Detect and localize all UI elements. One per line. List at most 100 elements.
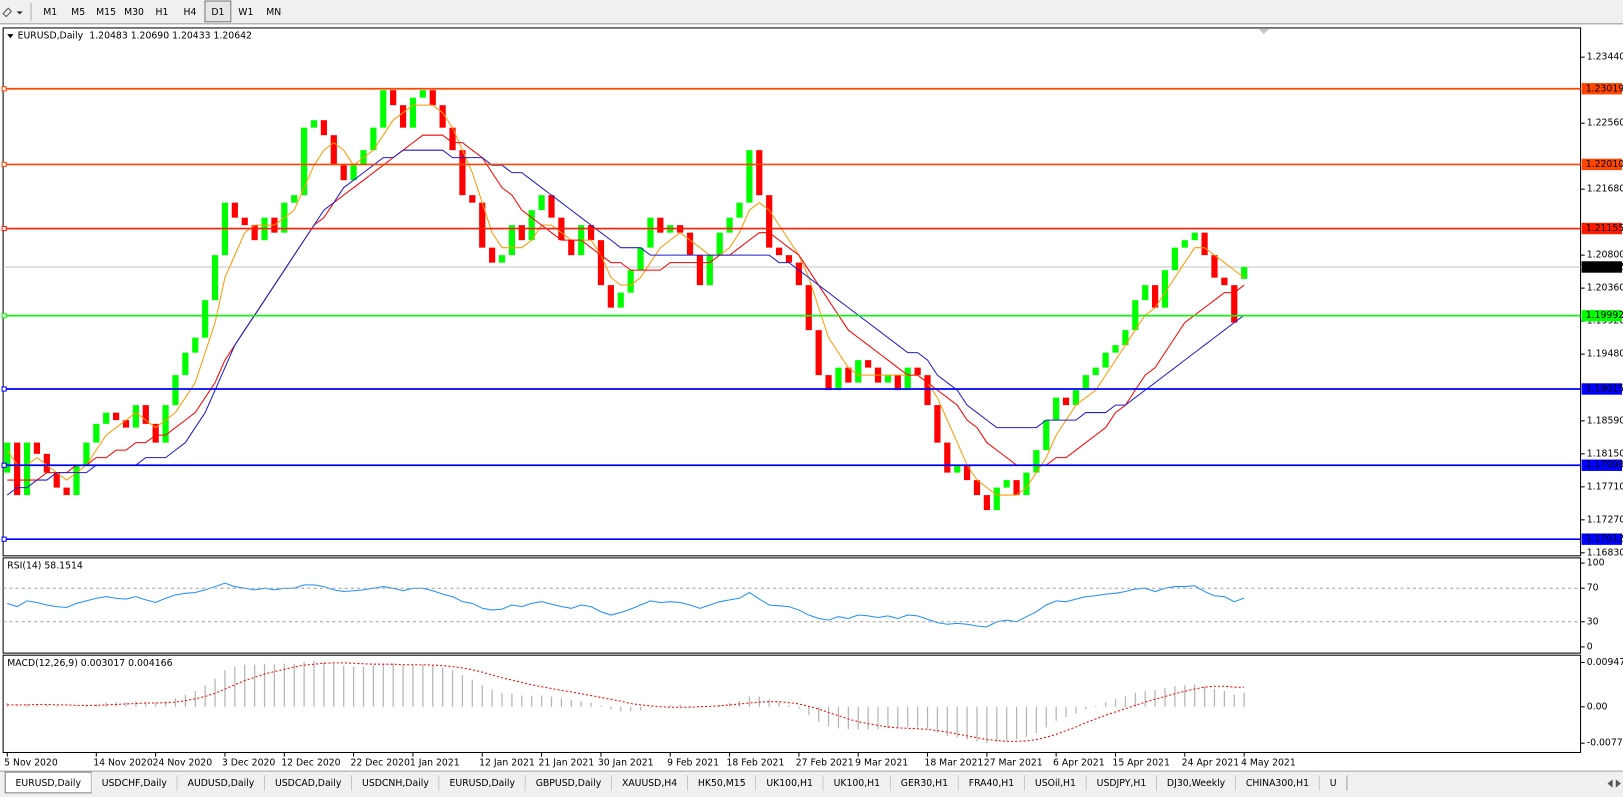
- level-label: 1.21155: [1586, 223, 1623, 234]
- x-tick-label: 22 Dec 2020: [350, 757, 409, 768]
- tab-scroll-left[interactable]: [1607, 779, 1613, 788]
- tool-icon[interactable]: [2, 7, 13, 18]
- y-tick-label: 1.18590: [1587, 415, 1623, 426]
- tab-label[interactable]: GER30,H1: [901, 778, 948, 789]
- tab[interactable]: [1235, 772, 1320, 793]
- candle-body: [320, 120, 328, 136]
- tab[interactable]: [351, 772, 440, 793]
- last-price-label: 1.20642: [1586, 261, 1623, 272]
- candle-body: [409, 97, 417, 128]
- timeframe-button[interactable]: M30: [124, 7, 144, 18]
- tab-label[interactable]: GBPUSD,Daily: [536, 778, 602, 789]
- tab[interactable]: [177, 772, 265, 793]
- candle-body: [855, 360, 862, 383]
- candle-body: [1072, 390, 1080, 406]
- x-tick-label: 14 Nov 2020: [93, 757, 153, 768]
- tab-label[interactable]: AUDUSD,Daily: [188, 778, 255, 789]
- tab[interactable]: [439, 772, 526, 793]
- candle-body: [696, 255, 704, 286]
- tab[interactable]: [687, 772, 757, 793]
- level-label: 1.17998: [1586, 460, 1623, 471]
- tab-label[interactable]: XAUUSD,H4: [622, 778, 677, 789]
- tab[interactable]: [958, 772, 1025, 793]
- candle-body: [528, 210, 535, 241]
- tab[interactable]: [1319, 772, 1347, 793]
- level-anchor: [1, 225, 7, 232]
- candle-body: [14, 442, 21, 496]
- candle-body: [1013, 480, 1020, 496]
- tab-label[interactable]: USOil,H1: [1035, 778, 1076, 789]
- candle-body: [865, 360, 872, 368]
- y-tick-label: 1.17710: [1587, 481, 1623, 492]
- tab-scroll-right[interactable]: [1615, 779, 1621, 788]
- title-arrow: [7, 34, 14, 39]
- tab[interactable]: [1086, 772, 1157, 793]
- candle-body: [33, 442, 41, 454]
- candle-body: [617, 292, 624, 308]
- candle-body: [241, 217, 248, 226]
- candle-body: [419, 90, 426, 98]
- tab[interactable]: [91, 772, 178, 793]
- y-tick-label: 1.23440: [1587, 52, 1623, 63]
- tab[interactable]: [525, 772, 612, 793]
- timeframe-button[interactable]: D1: [211, 7, 224, 18]
- candle-body: [43, 453, 50, 473]
- tab[interactable]: [756, 772, 824, 793]
- level-anchor: [1, 313, 7, 319]
- candle-body: [1023, 472, 1030, 496]
- candle-body: [518, 225, 525, 241]
- candle-body: [706, 255, 713, 286]
- level-label: 1.17012: [1586, 534, 1623, 545]
- tab-label[interactable]: USDCNH,Daily: [362, 778, 429, 789]
- candle-body: [370, 127, 377, 151]
- x-tick-label: 4 May 2021: [1241, 757, 1296, 768]
- candle-body: [63, 487, 70, 496]
- tab[interactable]: [1024, 772, 1087, 793]
- candle-body: [934, 405, 941, 443]
- level-anchor: [1, 161, 7, 168]
- timeframe-button[interactable]: MN: [266, 7, 281, 18]
- tab-label[interactable]: HK50,M15: [698, 778, 746, 789]
- tab-label[interactable]: USDCAD,Daily: [275, 778, 342, 789]
- tab-label[interactable]: EURUSD,Daily: [450, 778, 516, 789]
- tab[interactable]: [611, 772, 688, 793]
- y-tick-label: -0.007778: [1587, 738, 1623, 749]
- candle-body: [716, 232, 723, 256]
- candle-body: [449, 127, 456, 151]
- tool-dropdown[interactable]: [16, 11, 23, 15]
- timeframe-button[interactable]: M15: [96, 7, 116, 18]
- y-tick-label: 1.20800: [1587, 250, 1623, 261]
- candle-body: [983, 495, 990, 511]
- timeframe-button[interactable]: M5: [71, 7, 85, 18]
- x-tick-label: 1 Jan 2021: [410, 757, 460, 768]
- candle-body: [211, 255, 219, 301]
- indicator-title: MACD(12,26,9) 0.003017 0.004166: [7, 658, 172, 669]
- tab-label[interactable]: CHINA300,H1: [1246, 778, 1309, 789]
- candle-body: [538, 195, 545, 211]
- candle-body: [815, 330, 822, 376]
- x-tick-label: 18 Feb 2021: [727, 757, 785, 768]
- candle-body: [380, 90, 387, 128]
- candle-body: [340, 165, 347, 181]
- timeframe-button[interactable]: M1: [43, 7, 57, 18]
- candle-body: [954, 465, 961, 473]
- tab-label[interactable]: FRA40,H1: [969, 778, 1015, 789]
- tab[interactable]: [1156, 772, 1236, 793]
- tab-label[interactable]: USDJPY,H1: [1097, 778, 1147, 789]
- candle-body: [1241, 266, 1248, 279]
- timeframe-button[interactable]: H4: [183, 7, 196, 18]
- timeframe-button[interactable]: W1: [238, 7, 253, 18]
- candle-body: [439, 105, 446, 128]
- tab-label[interactable]: UK100,H1: [834, 778, 881, 789]
- tab[interactable]: [264, 772, 352, 793]
- timeframe-button[interactable]: H1: [156, 7, 169, 18]
- tab-label[interactable]: U: [1330, 778, 1337, 789]
- tab-label[interactable]: DJ30,Weekly: [1167, 778, 1226, 789]
- candle-body: [93, 423, 100, 443]
- x-tick-label: 12 Jan 2021: [479, 757, 535, 768]
- tab[interactable]: [890, 772, 959, 793]
- tab[interactable]: [823, 772, 891, 793]
- tab-label[interactable]: USDCHF,Daily: [102, 778, 168, 789]
- tab-label[interactable]: UK100,H1: [766, 778, 813, 789]
- tab-label[interactable]: EURUSD,Daily: [16, 778, 82, 789]
